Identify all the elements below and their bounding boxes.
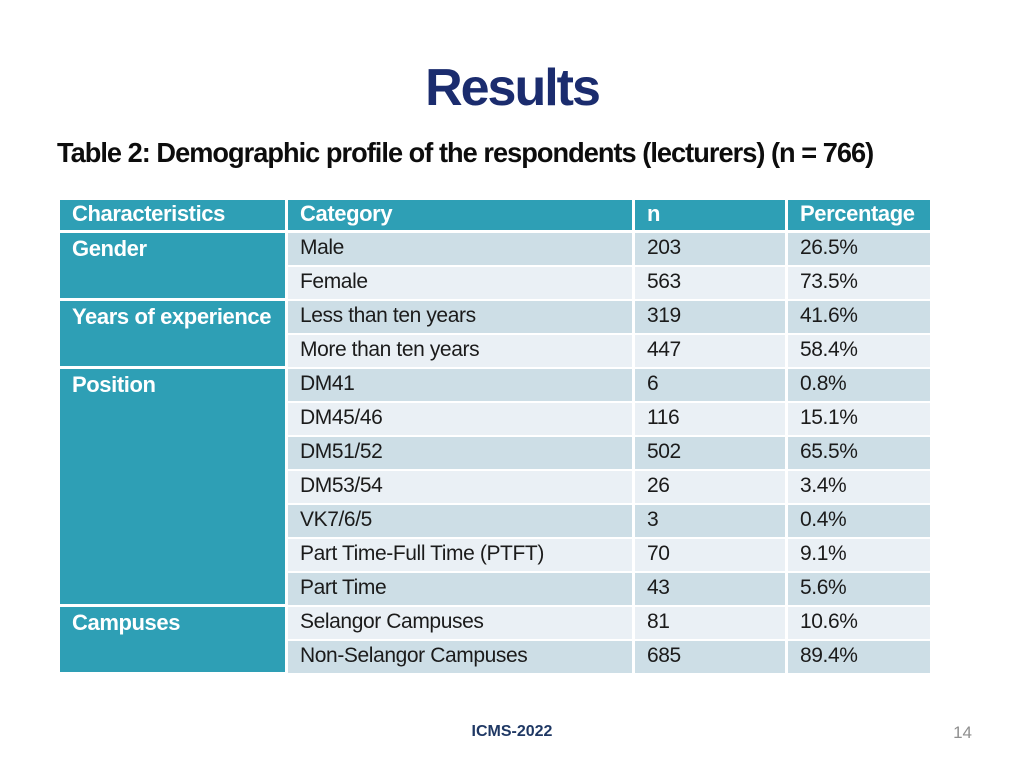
category-cell: DM51/52 [288,437,635,471]
table-row: DM45/46 116 15.1% [60,403,930,437]
col-header-percentage: Percentage [788,200,930,233]
table-row: Part Time 43 5.6% [60,573,930,607]
n-cell: 116 [635,403,788,437]
col-header-n: n [635,200,788,233]
percentage-cell: 10.6% [788,607,930,641]
percentage-cell: 58.4% [788,335,930,369]
table-row: Campuses Selangor Campuses 81 10.6% [60,607,930,675]
percentage-cell: 65.5% [788,437,930,471]
percentage-cell: 73.5% [788,267,930,301]
percentage-cell: 26.5% [788,233,930,267]
category-cell: Male [288,233,635,267]
percentage-cell: 0.8% [788,369,930,403]
category-cell: DM41 [288,369,635,403]
table-header-row: Characteristics Category n Percentage [60,200,930,233]
group-cell-gender: Gender [60,233,288,301]
table-caption: Table 2: Demographic profile of the resp… [57,137,874,168]
percentage-cell: 89.4% [788,641,930,675]
category-cell: Selangor Campuses [288,607,635,641]
category-cell: Part Time [288,573,635,607]
table-row: Gender Male 203 26.5% [60,233,930,301]
table-row: Female 563 73.5% [60,267,930,301]
n-cell: 563 [635,267,788,301]
table-row: More than ten years 447 58.4% [60,335,930,369]
category-cell: Female [288,267,635,301]
page-title: Results [425,59,601,117]
group-cell-years-of-experience: Years of experience [60,301,288,369]
category-cell: VK7/6/5 [288,505,635,539]
table-row: DM53/54 26 3.4% [60,471,930,505]
col-header-category: Category [288,200,635,233]
n-cell: 70 [635,539,788,573]
col-header-characteristics: Characteristics [60,200,288,233]
n-cell: 6 [635,369,788,403]
table-row: Years of experience Less than ten years 31… [60,301,930,369]
group-cell-campuses: Campuses [60,607,288,675]
percentage-cell: 15.1% [788,403,930,437]
category-cell: Non-Selangor Campuses [288,641,635,675]
table-row: DM51/52 502 65.5% [60,437,930,471]
table-row: Part Time-Full Time (PTFT) 70 9.1% [60,539,930,573]
percentage-cell: 9.1% [788,539,930,573]
category-cell: More than ten years [288,335,635,369]
category-cell: Part Time-Full Time (PTFT) [288,539,635,573]
n-cell: 319 [635,301,788,335]
percentage-cell: 0.4% [788,505,930,539]
category-cell: DM53/54 [288,471,635,505]
n-cell: 203 [635,233,788,267]
percentage-cell: 41.6% [788,301,930,335]
category-cell: Less than ten years [288,301,635,335]
group-cell-position: Position [60,369,288,607]
n-cell: 81 [635,607,788,641]
category-cell: DM45/46 [288,403,635,437]
n-cell: 447 [635,335,788,369]
table-row: Position DM41 6 0.8% [60,369,930,607]
n-cell: 3 [635,505,788,539]
footer-conference-label: ICMS-2022 [471,723,553,740]
n-cell: 685 [635,641,788,675]
table-row: Non-Selangor Campuses 685 89.4% [60,641,930,675]
page-number: 14 [953,723,972,742]
demographics-table: Characteristics Category n Percentage Ge… [60,200,930,675]
percentage-cell: 5.6% [788,573,930,607]
n-cell: 43 [635,573,788,607]
percentage-cell: 3.4% [788,471,930,505]
n-cell: 502 [635,437,788,471]
table-row: VK7/6/5 3 0.4% [60,505,930,539]
n-cell: 26 [635,471,788,505]
